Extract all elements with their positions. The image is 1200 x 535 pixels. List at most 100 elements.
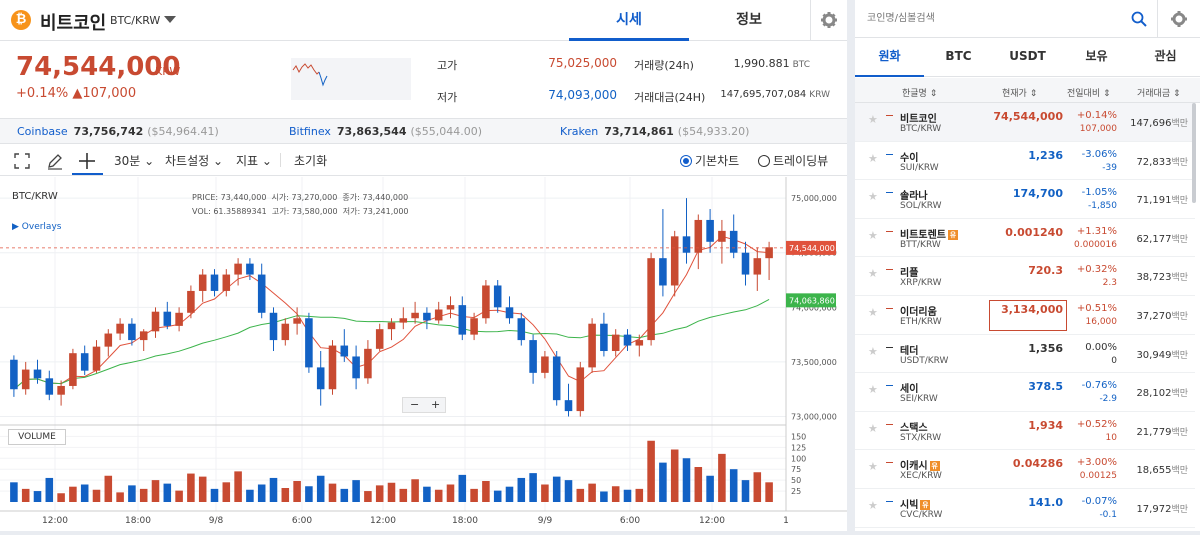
- coin-row[interactable]: ★ 솔라나 SOL/KRW 174,700 -1.05% -1,850 71,191백만: [855, 180, 1195, 219]
- x-tick-label: 18:00: [452, 516, 478, 526]
- tab-btc[interactable]: BTC: [945, 49, 972, 63]
- tab-usdt[interactable]: USDT: [1009, 49, 1046, 63]
- chevron-down-icon: ⌄: [144, 154, 155, 168]
- col-volume[interactable]: 거래대금 ⇕: [1137, 89, 1181, 99]
- coin-row[interactable]: ★ 이캐시 유 XEC/KRW 0.04286 +3.00% 0.00125 18,655백만: [855, 450, 1195, 489]
- candle-body: [352, 356, 360, 379]
- chevron-down-icon[interactable]: [164, 16, 176, 23]
- crosshair-icon[interactable]: [78, 152, 96, 170]
- zoom-out-button[interactable]: −: [410, 398, 420, 411]
- chevron-down-icon: ⌄: [213, 154, 224, 168]
- exchange-name: Kraken: [560, 125, 599, 138]
- high-value: 75,025,000: [548, 56, 617, 70]
- coin-volume-unit: 백만: [1171, 119, 1188, 129]
- panel-settings-button[interactable]: [1157, 0, 1200, 38]
- volume-bar: [446, 484, 455, 502]
- coin-volume-value: 147,696: [1130, 118, 1172, 129]
- chart-settings-menu[interactable]: 차트설정 ⌄: [165, 152, 223, 169]
- candlestick-chart[interactable]: 75,000,00074,500,00074,000,00073,500,000…: [0, 177, 847, 531]
- star-icon[interactable]: ★: [868, 151, 878, 165]
- tab-info[interactable]: 정보: [736, 12, 762, 28]
- coin-volume-unit: 백만: [1171, 427, 1188, 438]
- tab-favorites[interactable]: 관심: [1154, 49, 1177, 63]
- candle-body: [387, 322, 396, 330]
- mini-sparkline: [291, 58, 411, 100]
- coin-row[interactable]: ★ 시빅 유 CVC/KRW 141.0 -0.07% -0.1 17,972백만: [855, 489, 1195, 528]
- coin-row[interactable]: ★ 수이 SUI/KRW 1,236 -3.06% -39 72,833백만: [855, 142, 1195, 181]
- candle-body: [647, 258, 655, 341]
- tradingview-label: 트레이딩뷰: [773, 154, 829, 168]
- indicators-menu[interactable]: 지표 ⌄: [236, 152, 272, 169]
- scrollbar[interactable]: [1192, 103, 1196, 203]
- col-price[interactable]: 현재가 ⇕: [1002, 89, 1038, 99]
- tradingview-radio[interactable]: 트레이딩뷰: [758, 152, 828, 169]
- star-icon[interactable]: ★: [868, 267, 878, 281]
- candle-body: [682, 236, 691, 253]
- trend-mark: [886, 115, 893, 116]
- coin-volume-unit: 백만: [1171, 466, 1188, 477]
- candle-body: [257, 274, 266, 313]
- coin-price: 1,356: [1028, 341, 1063, 355]
- fullscreen-icon[interactable]: [14, 153, 30, 169]
- star-icon[interactable]: ★: [868, 498, 878, 512]
- trend-mark: [886, 346, 893, 348]
- col-change[interactable]: 전일대비 ⇕: [1067, 89, 1111, 99]
- ma-price-tag-label: 74,063,860: [789, 296, 835, 305]
- pencil-icon[interactable]: [46, 152, 64, 170]
- coin-name: 시빅 유: [900, 496, 931, 511]
- volume-bar: [423, 486, 431, 502]
- coin-name: 이캐시 유: [900, 457, 940, 472]
- coin-change-pct: -0.76%: [1081, 380, 1117, 392]
- x-tick-label: 1: [783, 516, 789, 526]
- search-input[interactable]: [855, 0, 1155, 37]
- exchange-name: Bitfinex: [289, 125, 331, 138]
- star-icon[interactable]: ★: [868, 421, 878, 435]
- basic-chart-radio[interactable]: 기본차트: [680, 152, 739, 169]
- coin-row[interactable]: ★ 테더 USDT/KRW 1,356 0.00% 0 30,949백만: [855, 335, 1195, 374]
- trend-mark: [886, 230, 893, 232]
- settings-button[interactable]: [810, 0, 847, 41]
- star-icon[interactable]: ★: [868, 190, 878, 204]
- coin-volume: 72,833백만: [1117, 155, 1188, 168]
- coin-volume: 38,723백만: [1117, 270, 1188, 283]
- volume-label-button[interactable]: VOLUME: [8, 429, 66, 445]
- coin-row[interactable]: ★ 비트코인 BTC/KRW 74,544,000 +0.14% 107,000 147,6…: [855, 103, 1195, 142]
- star-icon[interactable]: ★: [868, 305, 878, 319]
- candle-body: [505, 307, 514, 319]
- interval-select[interactable]: 30분 ⌄: [114, 152, 154, 169]
- volume-24h-number: 1,990.881: [733, 57, 790, 70]
- x-tick-label: 6:00: [620, 516, 640, 526]
- star-icon[interactable]: ★: [868, 383, 878, 397]
- star-icon[interactable]: ★: [868, 113, 878, 126]
- star-icon[interactable]: ★: [868, 228, 878, 242]
- coin-row[interactable]: ★ 세이 SEI/KRW 378.5 -0.76% -2.9 28,102백만: [855, 373, 1195, 412]
- zoom-in-button[interactable]: +: [431, 398, 441, 411]
- trend-mark: [886, 153, 893, 155]
- volume-bar: [92, 489, 101, 502]
- price-chart[interactable]: 75,000,00074,500,00074,000,00073,500,000…: [0, 177, 847, 531]
- candle-body: [600, 323, 608, 352]
- coin-row[interactable]: ★ 리플 XRP/KRW 720.3 +0.32% 2.3 38,723백만: [855, 257, 1195, 296]
- indicators-label: 지표: [236, 154, 259, 168]
- coin-name: 세이: [900, 380, 918, 395]
- x-tick-label: 9/8: [209, 516, 224, 526]
- coin-row[interactable]: ★ 비트토렌트 유 BTT/KRW 0.001240 +1.31% 0.000016 62,1…: [855, 219, 1195, 258]
- coin-pair: BTC/KRW: [110, 14, 161, 27]
- tab-krw[interactable]: 원화: [855, 38, 924, 77]
- star-icon[interactable]: ★: [868, 344, 878, 358]
- coin-title[interactable]: 비트코인: [40, 13, 107, 34]
- coin-row[interactable]: ★ 스택스 STX/KRW 1,934 +0.52% 10 21,779백만: [855, 412, 1195, 451]
- tab-holdings[interactable]: 보유: [1085, 49, 1108, 63]
- volume-bar: [623, 489, 632, 502]
- readout-value: 61.35889341: [213, 207, 267, 216]
- volume-bar: [57, 493, 65, 502]
- overlays-toggle[interactable]: ▶ Overlays: [12, 222, 62, 232]
- search-icon[interactable]: [1131, 11, 1147, 27]
- coin-row[interactable]: ★ 이더리움 ETH/KRW 3,134,000 +0.51% 16,000 37,270백…: [855, 296, 1195, 335]
- tab-price[interactable]: 시세: [569, 0, 689, 41]
- coin-change-pct: +0.14%: [1076, 110, 1117, 121]
- star-icon[interactable]: ★: [868, 460, 878, 474]
- volume-bar: [257, 484, 266, 502]
- col-name[interactable]: 한글명 ⇕: [902, 89, 938, 99]
- reset-button[interactable]: 초기화: [294, 154, 328, 168]
